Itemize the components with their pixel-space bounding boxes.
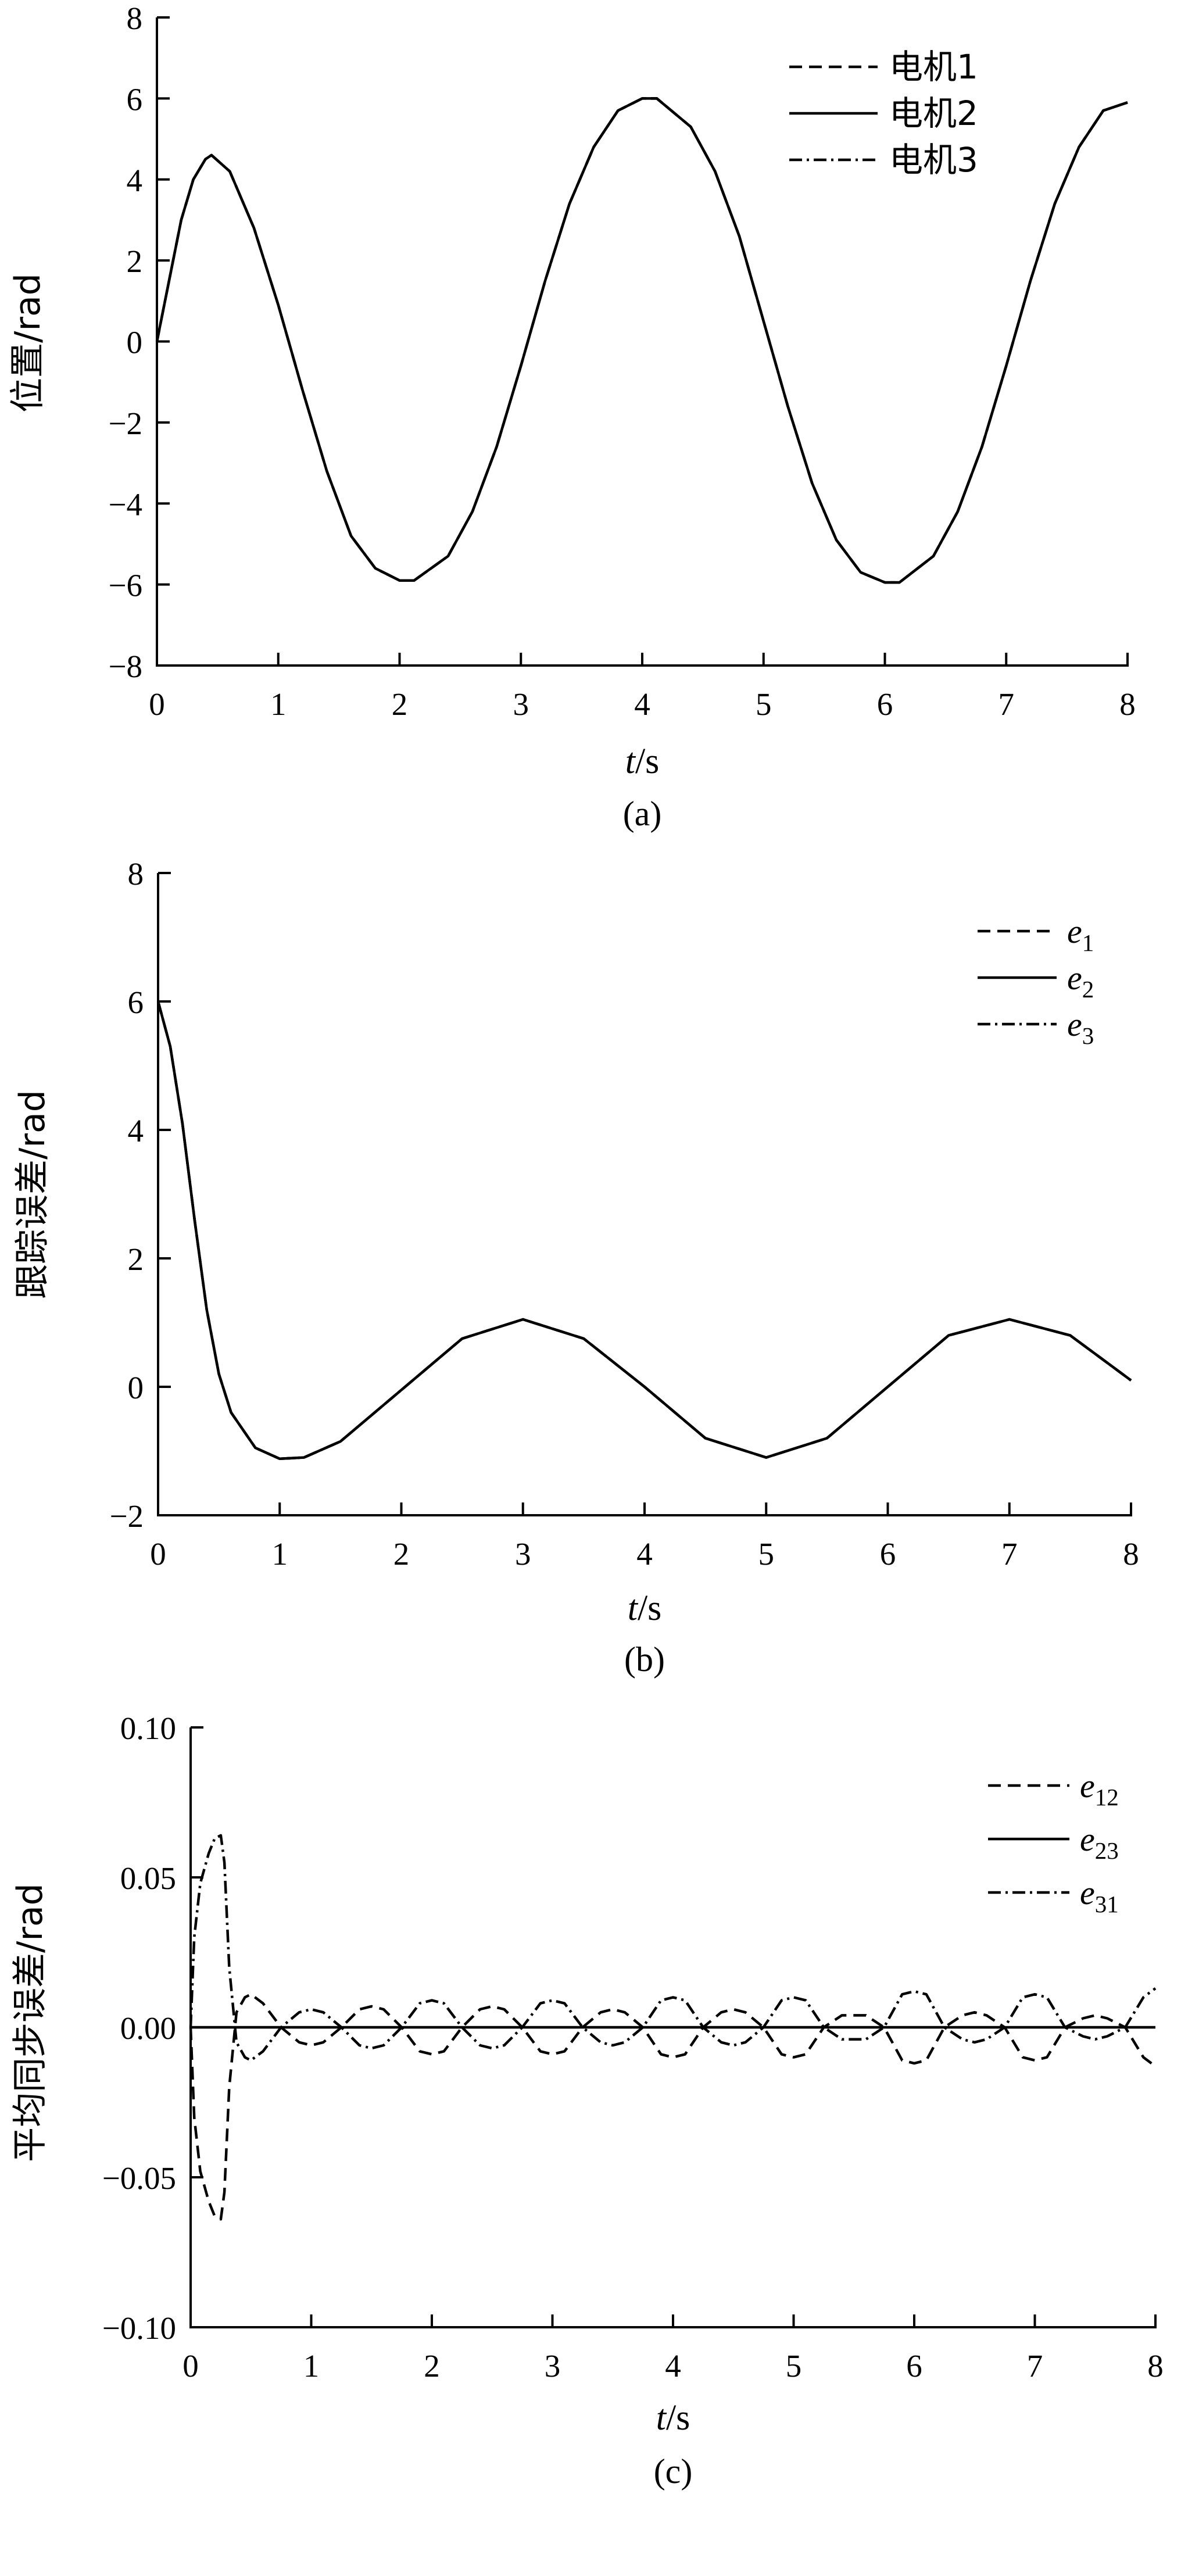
y-tick-label: 0 — [128, 1370, 144, 1405]
y-tick-label: −6 — [108, 568, 142, 603]
x-tick-label: 8 — [1119, 686, 1136, 722]
x-tick-label: 7 — [1027, 2348, 1043, 2384]
y-tick-label: 2 — [128, 1242, 144, 1277]
y-tick-label: 0 — [127, 325, 143, 360]
x-axis-title-variable: t — [628, 1588, 639, 1628]
legend-label: e3 — [1067, 1006, 1094, 1049]
x-tick-label: 0 — [150, 1536, 166, 1572]
series-line-电机3 — [155, 97, 1128, 584]
panel-label: (b) — [624, 1640, 665, 1679]
panel-a: 0 1 2 3 4 5 6 7 8 −8 −6 −4 −2 0 2 4 6 8 位置/rad t/s (a) 电机1 电机2… — [8, 1, 1136, 833]
x-tick-label: 7 — [999, 686, 1015, 722]
x-tick-label: 2 — [393, 1536, 410, 1572]
legend-label: e1 — [1067, 913, 1094, 956]
series-line-e1 — [156, 1001, 1132, 1461]
y-tick-label: −8 — [108, 649, 142, 684]
y-tick-label: 0.10 — [120, 1711, 176, 1746]
y-tick-label: −4 — [108, 486, 142, 522]
series-line-电机2 — [155, 97, 1128, 584]
x-tick-label: 3 — [513, 686, 529, 722]
x-tick-label: 5 — [756, 686, 772, 722]
legend-label: e31 — [1080, 1874, 1119, 1917]
panel-label: (a) — [623, 795, 662, 833]
series-line-电机1 — [155, 97, 1128, 584]
x-tick-label: 0 — [182, 2348, 199, 2384]
y-tick-label: −0.10 — [102, 2310, 176, 2346]
x-tick-label: 1 — [270, 686, 287, 722]
y-tick-label: 4 — [128, 1113, 144, 1149]
x-tick-label: 2 — [392, 686, 408, 722]
y-axis-title: 位置/rad — [8, 273, 48, 413]
series-line-e12 — [189, 1992, 1157, 2221]
x-axis-title-unit: /s — [635, 742, 659, 781]
x-axis-title-unit: /s — [638, 1588, 661, 1628]
legend-label: e12 — [1080, 1767, 1119, 1811]
x-tick-label: 6 — [877, 686, 893, 722]
legend-label: 电机3 — [889, 140, 978, 180]
x-tick-label: 8 — [1123, 1536, 1139, 1572]
x-tick-label: 8 — [1147, 2348, 1164, 2384]
x-tick-label: 6 — [880, 1536, 896, 1572]
y-tick-label: 8 — [127, 1, 143, 36]
y-tick-label: 2 — [127, 244, 143, 279]
y-tick-label: 8 — [128, 856, 144, 892]
x-axis-title: t/s — [656, 2398, 690, 2438]
x-tick-label: 7 — [1001, 1536, 1018, 1572]
x-tick-label: 1 — [303, 2348, 320, 2384]
y-axis-title: 平均同步误差/rad — [10, 1883, 51, 2162]
x-axis-title-variable: t — [656, 2398, 667, 2438]
x-tick-label: 1 — [272, 1536, 288, 1572]
x-tick-label: 4 — [636, 1536, 653, 1572]
y-tick-label: 0.05 — [120, 1861, 176, 1896]
x-tick-label: 6 — [906, 2348, 922, 2384]
x-tick-label: 4 — [665, 2348, 681, 2384]
legend-label: e2 — [1067, 959, 1094, 1003]
legend-label: 电机2 — [889, 94, 978, 133]
x-tick-label: 0 — [149, 686, 165, 722]
series-line-e2 — [156, 1001, 1132, 1461]
legend: e12 e23 e31 — [988, 1767, 1119, 1917]
x-tick-label: 5 — [786, 2348, 802, 2384]
series-line-e31 — [189, 1834, 1157, 2062]
legend-label: e23 — [1080, 1820, 1119, 1864]
series-line-e3 — [156, 1001, 1132, 1461]
y-tick-label: −2 — [108, 406, 142, 441]
x-tick-label: 2 — [424, 2348, 440, 2384]
x-tick-label: 4 — [634, 686, 650, 722]
y-tick-label: −0.05 — [102, 2160, 176, 2196]
panel-label: (c) — [654, 2452, 693, 2491]
legend: 电机1 电机2 电机3 — [789, 47, 978, 180]
y-tick-label: 0.00 — [120, 2010, 176, 2046]
y-tick-label: −2 — [109, 1498, 144, 1534]
x-axis-title-unit: /s — [666, 2398, 690, 2438]
x-axis-title: t/s — [625, 742, 660, 781]
panel-c: 0 1 2 3 4 5 6 7 8 −0.10 −0.05 0.00 0.05 0.10 平均同步误差/ra… — [10, 1711, 1164, 2491]
x-axis-title-variable: t — [625, 742, 636, 781]
y-tick-label: 6 — [127, 81, 143, 117]
legend-label: 电机1 — [889, 47, 978, 87]
y-tick-label: 4 — [127, 163, 143, 198]
x-tick-label: 3 — [515, 1536, 531, 1572]
x-axis-title: t/s — [628, 1588, 662, 1628]
x-tick-label: 3 — [545, 2348, 561, 2384]
x-tick-label: 5 — [758, 1536, 775, 1572]
y-tick-label: 6 — [128, 985, 144, 1020]
y-axis-title: 跟踪误差/rad — [12, 1090, 53, 1299]
